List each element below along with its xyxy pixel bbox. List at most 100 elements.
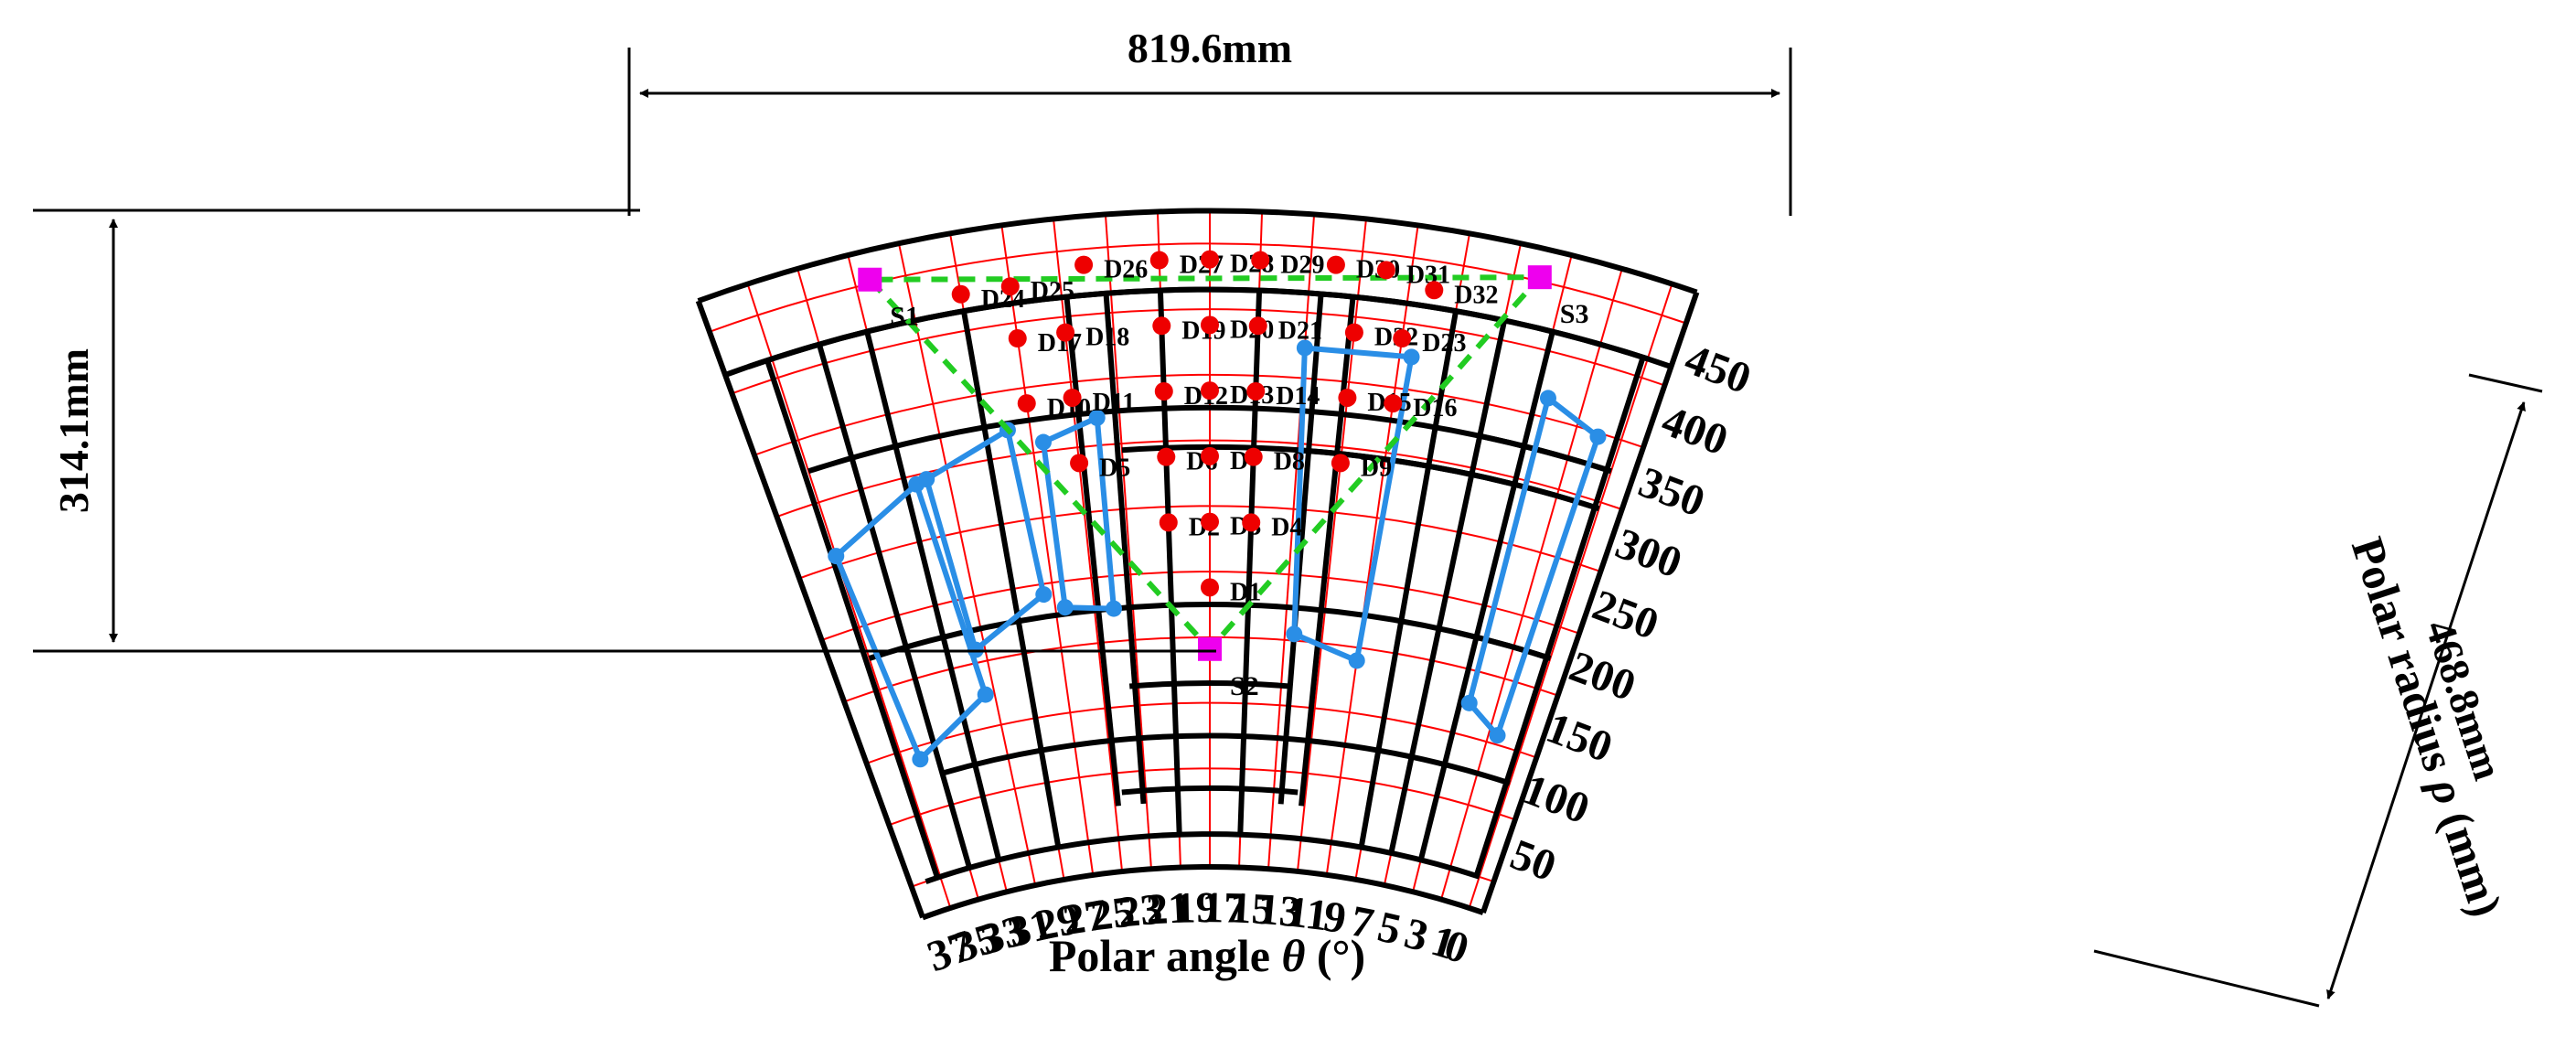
black-grid <box>747 286 1649 884</box>
block-divider <box>864 330 1002 861</box>
angle-tick-label: 17 <box>1202 883 1246 933</box>
sensors: S1 S2 S3 <box>858 265 1588 701</box>
block-divider <box>1417 330 1555 861</box>
sensor-marker <box>1527 265 1552 290</box>
polar-angle-title: Polar angle θ (°) <box>1049 930 1365 981</box>
blue-vertex <box>1403 348 1420 366</box>
measurement-point <box>1251 251 1270 270</box>
block-divider <box>817 343 972 869</box>
blue-rectangles <box>828 339 1607 768</box>
measurement-point <box>1242 513 1261 532</box>
frame-left-edge <box>695 300 925 919</box>
red-grid-arc <box>732 308 1665 395</box>
measurement-point <box>1201 315 1219 335</box>
blue-vertex <box>1489 727 1506 744</box>
radius-tick-label: 250 <box>1587 581 1665 649</box>
block-arc <box>941 732 1511 786</box>
red-grid-radial <box>1468 283 1673 909</box>
angle-tick-label: 19 <box>1173 883 1218 933</box>
frame-outer-arc <box>697 208 1698 304</box>
width-dimension-label: 819.6mm <box>1128 25 1292 71</box>
blue-vertex <box>1034 433 1052 451</box>
measurement-point <box>1425 281 1444 300</box>
frame-inner-arc <box>921 864 1484 921</box>
sensor-marker <box>1198 636 1222 661</box>
radius-tick-label: 350 <box>1632 458 1711 527</box>
angle-tick-label: 25 <box>1088 887 1138 940</box>
red-grid-radial <box>1440 268 1623 900</box>
measurement-point <box>1008 329 1027 348</box>
angle-tick-label: 27 <box>1060 891 1111 946</box>
radial-dimension-arrow <box>2326 401 2526 999</box>
measurement-point-label: D16 <box>1413 394 1457 422</box>
block-arc <box>1121 785 1299 796</box>
radius-tick-label: 50 <box>1504 830 1563 891</box>
angle-tick-label: 11 <box>1284 887 1331 940</box>
frame-top-arc <box>724 286 1673 378</box>
blue-vertex <box>1035 586 1053 604</box>
measurement-point <box>1063 388 1082 407</box>
angle-tick-label: 5 <box>1374 903 1406 955</box>
measurement-point <box>1201 381 1219 401</box>
measurement-point-label: D25 <box>1031 277 1074 305</box>
measurement-point <box>1149 251 1169 270</box>
measurement-point <box>1056 323 1075 342</box>
measurement-point <box>1159 513 1178 532</box>
angle-tick-label: 7 <box>1347 896 1378 948</box>
block-arc <box>1479 433 1612 475</box>
measurement-point <box>1074 255 1094 274</box>
sensor-label: S3 <box>1560 299 1589 329</box>
block-divider <box>1388 319 1508 854</box>
block-arc <box>925 831 1480 884</box>
measurement-point-label: D32 <box>1454 281 1498 309</box>
measurement-point <box>951 284 970 304</box>
angle-tick-label: 23 <box>1117 885 1164 937</box>
measurement-point-label: D23 <box>1422 329 1466 358</box>
measurement-point <box>1070 454 1089 473</box>
height-dimension-label: 314.1mm <box>50 348 97 513</box>
block-divider <box>1237 290 1263 835</box>
measurement-point-label: D1 <box>1230 578 1261 606</box>
sensor-triangle <box>863 274 1546 654</box>
block-divider <box>1157 290 1182 835</box>
measurement-point <box>1393 329 1412 348</box>
angle-tick-label: 29 <box>1031 894 1084 950</box>
block-divider <box>1358 310 1459 849</box>
measurement-point <box>1152 316 1171 336</box>
blue-vertex <box>1348 652 1365 669</box>
blue-vertex <box>1105 600 1122 617</box>
sensor-marker <box>858 267 882 292</box>
red-grid-arc <box>821 571 1580 641</box>
measurement-point <box>1201 512 1219 531</box>
measurement-point-label: D5 <box>1099 454 1130 482</box>
red-grid-arc <box>754 373 1644 456</box>
measurement-points: D1D2D3D4D5D6D7D8D9D10D11D12D13D14D15D16D… <box>951 250 1499 606</box>
angle-tick-label: 21 <box>1145 883 1192 934</box>
measurement-point <box>1154 381 1173 401</box>
radius-tick-label: 400 <box>1655 396 1734 465</box>
dimension-lines <box>33 48 2543 1008</box>
measurement-point-label: D4 <box>1271 513 1302 541</box>
measurement-point <box>1201 250 1219 269</box>
block-arc <box>1128 680 1291 689</box>
red-grid-radial <box>1267 214 1316 870</box>
red-grid-radial <box>1104 214 1152 870</box>
measurement-point <box>1246 381 1266 401</box>
angle-tick-label: 13 <box>1256 885 1303 937</box>
blue-vertex <box>828 548 845 565</box>
block-divider <box>1299 296 1356 807</box>
measurement-point <box>1338 388 1357 407</box>
measurement-point <box>1244 447 1263 466</box>
blue-vertex <box>1460 694 1478 711</box>
measurement-point <box>1384 394 1403 413</box>
red-grid-arc <box>888 767 1516 827</box>
measurement-point-label: D29 <box>1280 251 1324 280</box>
measurement-point <box>1248 316 1267 336</box>
measurement-point-label: D11 <box>1093 389 1136 417</box>
block-divider <box>1064 296 1121 807</box>
blue-vertex <box>1296 339 1313 357</box>
blue-vertex <box>1056 599 1074 616</box>
red-grid-arc <box>866 701 1537 764</box>
